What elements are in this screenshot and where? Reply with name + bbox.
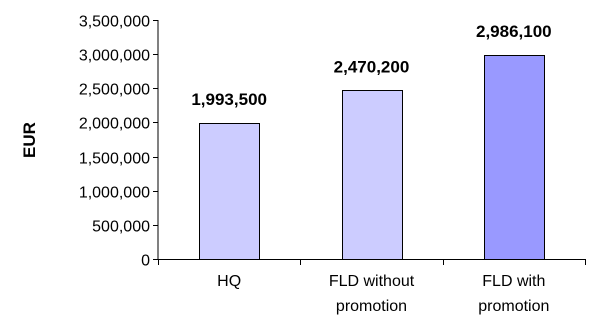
y-tick-label: 0 [141, 253, 150, 270]
y-tick-label: 500,000 [92, 219, 150, 236]
bar [342, 90, 403, 260]
x-category-label-line: HQ [217, 273, 241, 290]
y-tick-label: 2,000,000 [79, 116, 150, 133]
bar [484, 55, 545, 260]
y-tick-label: 1,500,000 [79, 151, 150, 168]
y-axis-title: EUR [20, 122, 39, 158]
x-category-label: FLD with promotion [478, 273, 549, 315]
data-labels: 1,993,500 2,470,200 2,986,100 [191, 22, 551, 109]
x-category-label-line: FLD without [329, 273, 415, 290]
x-category-label-line: promotion [336, 298, 407, 315]
bar-series [199, 55, 545, 260]
y-tick-label: 3,000,000 [79, 48, 150, 65]
data-label: 1,993,500 [191, 90, 267, 109]
x-category-label: HQ [217, 273, 241, 290]
y-axis: 0 500,000 1,000,000 1,500,000 2,000,000 2,500… [79, 14, 159, 270]
x-category-label-line: FLD with [482, 273, 545, 290]
x-category-label: FLD without promotion [329, 273, 415, 315]
y-tick-label: 3,500,000 [79, 14, 150, 31]
data-label: 2,470,200 [334, 57, 410, 76]
y-tick-label: 2,500,000 [79, 82, 150, 99]
x-category-label-line: promotion [478, 298, 549, 315]
bar [199, 123, 260, 260]
data-label: 2,986,100 [476, 22, 552, 41]
x-axis: HQ FLD without promotion FLD with promotion [158, 259, 586, 315]
y-tick-label: 1,000,000 [79, 185, 150, 202]
